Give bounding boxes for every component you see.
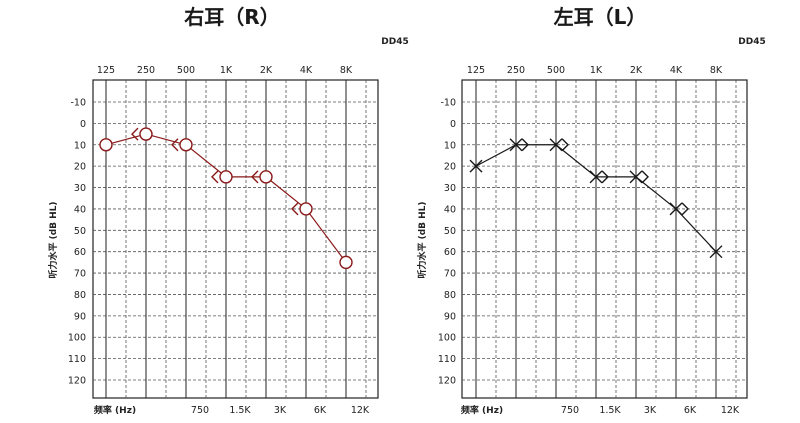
left-ear-x-top-tick-label: 8K bbox=[710, 65, 723, 76]
right-ear-y-tick-label: 10 bbox=[74, 140, 86, 151]
right-ear-x-bottom-tick-label: 1.5K bbox=[229, 405, 251, 416]
right-ear-y-tick-label: 70 bbox=[74, 269, 86, 280]
right-ear-y-tick-label: 100 bbox=[68, 333, 86, 344]
left-ear-air-conduction-point bbox=[469, 159, 483, 173]
left-ear-x-top-tick-label: 500 bbox=[547, 65, 565, 76]
left-ear-y-tick-label: 110 bbox=[438, 354, 456, 365]
left-ear-bone-conduction-point bbox=[601, 170, 609, 184]
right-ear-air-conduction-point bbox=[259, 170, 273, 184]
right-ear-x-top-tick-label: 2K bbox=[260, 65, 273, 76]
left-ear-x-bottom-tick-label: 3K bbox=[644, 405, 657, 416]
left-ear-x-bottom-tick-label: 1.5K bbox=[599, 405, 621, 416]
right-ear-x-top-tick-label: 500 bbox=[177, 65, 195, 76]
right-ear-plot-frame bbox=[92, 79, 379, 399]
left-ear-y-tick-label: 120 bbox=[438, 376, 456, 387]
right-ear-y-tick-label: 60 bbox=[74, 247, 86, 258]
right-ear-x-bottom-tick-label: 3K bbox=[274, 405, 287, 416]
right-ear-bone-conduction-point bbox=[171, 138, 179, 152]
left-ear-x-top-tick-label: 250 bbox=[507, 65, 525, 76]
right-ear-x-top-tick-label: 250 bbox=[137, 65, 155, 76]
left-ear-air-conduction-point bbox=[669, 202, 683, 216]
left-ear-y-tick-label: 40 bbox=[444, 204, 456, 215]
left-ear-air-conduction-point bbox=[709, 245, 723, 259]
left-ear-bone-conduction-point bbox=[521, 138, 529, 152]
left-ear-title: 左耳（L） bbox=[554, 5, 647, 29]
left-ear-air-conduction-point bbox=[589, 170, 603, 184]
right-ear-y-tick-label: 80 bbox=[74, 290, 86, 301]
right-ear-audiogram: 右耳（R） DD45 -10 0 10 20 30 40 50 60 70 80 90 100 110 1… bbox=[47, 5, 409, 416]
right-ear-y-tick-label: 90 bbox=[74, 311, 86, 322]
left-ear-x-bottom-tick-label: 750 bbox=[561, 405, 579, 416]
left-ear-y-tick-label: -10 bbox=[440, 98, 456, 109]
right-ear-model-label: DD45 bbox=[381, 37, 408, 47]
right-ear-y-tick-label: 110 bbox=[68, 354, 86, 365]
left-ear-x-bottom-tick-label: 12K bbox=[721, 405, 740, 416]
left-ear-y-tick-label: 20 bbox=[444, 162, 456, 173]
left-ear-y-tick-label: 70 bbox=[444, 269, 456, 280]
left-ear-x-top-tick-label: 4K bbox=[670, 65, 683, 76]
right-ear-y-tick-label: 50 bbox=[74, 226, 86, 237]
left-ear-y-tick-label: 50 bbox=[444, 226, 456, 237]
left-ear-y-tick-label: 80 bbox=[444, 290, 456, 301]
right-ear-bone-conduction-point bbox=[131, 127, 139, 141]
left-ear-y-tick-label: 30 bbox=[444, 183, 456, 194]
right-ear-x-bottom-tick-label: 750 bbox=[191, 405, 209, 416]
right-ear-air-conduction-point bbox=[219, 170, 233, 184]
right-ear-air-conduction-point bbox=[299, 202, 313, 216]
right-ear-title: 右耳（R） bbox=[184, 5, 279, 29]
left-ear-x-top-tick-label: 2K bbox=[630, 65, 643, 76]
left-ear-y-axis-label: 听力水平 (dB HL) bbox=[416, 201, 428, 278]
left-ear-x-bottom-tick-label: 6K bbox=[684, 405, 697, 416]
left-ear-y-tick-label: 60 bbox=[444, 247, 456, 258]
left-ear-y-tick-label: 10 bbox=[444, 140, 456, 151]
left-ear-y-tick-label: 90 bbox=[444, 311, 456, 322]
right-ear-bone-conduction-point bbox=[291, 202, 299, 216]
right-ear-y-tick-label: 30 bbox=[74, 183, 86, 194]
left-ear-y-tick-label: 0 bbox=[450, 119, 456, 130]
left-ear-bone-conduction-point bbox=[681, 202, 689, 216]
left-ear-plot-frame bbox=[461, 79, 748, 399]
right-ear-y-tick-label: 0 bbox=[80, 119, 86, 130]
left-ear-y-tick-label: 100 bbox=[438, 333, 456, 344]
right-ear-x-top-tick-label: 125 bbox=[97, 65, 115, 76]
right-ear-x-axis-label: 频率 (Hz) bbox=[94, 404, 136, 416]
right-ear-y-tick-label: 40 bbox=[74, 204, 86, 215]
right-ear-air-conduction-point bbox=[179, 138, 193, 152]
right-ear-y-tick-label: -10 bbox=[70, 98, 86, 109]
right-ear-x-top-tick-label: 4K bbox=[300, 65, 313, 76]
right-ear-x-top-tick-label: 8K bbox=[340, 65, 353, 76]
right-ear-bone-conduction-point bbox=[211, 170, 219, 184]
left-ear-x-top-tick-label: 1K bbox=[590, 65, 603, 76]
right-ear-y-tick-label: 120 bbox=[68, 376, 86, 387]
right-ear-air-conduction-point bbox=[139, 127, 153, 141]
right-ear-air-conduction-point bbox=[99, 138, 113, 152]
right-ear-x-top-tick-label: 1K bbox=[220, 65, 233, 76]
right-ear-y-tick-label: 20 bbox=[74, 162, 86, 173]
left-ear-bone-conduction-point bbox=[561, 138, 569, 152]
right-ear-x-bottom-tick-label: 12K bbox=[351, 405, 370, 416]
left-ear-bone-conduction-point bbox=[641, 170, 649, 184]
right-ear-air-conduction-point bbox=[339, 255, 353, 270]
left-ear-audiogram: 左耳（L） DD45 -10 0 10 20 30 40 50 60 70 80 90 100 110 1… bbox=[416, 5, 766, 416]
right-ear-bone-conduction-point bbox=[251, 170, 259, 184]
right-ear-x-bottom-tick-label: 6K bbox=[314, 405, 327, 416]
left-ear-x-axis-label: 频率 (Hz) bbox=[461, 404, 503, 416]
left-ear-air-conduction-point bbox=[549, 138, 563, 152]
left-ear-air-conduction-point bbox=[509, 138, 523, 152]
left-ear-x-top-tick-label: 125 bbox=[467, 65, 485, 76]
left-ear-air-conduction-point bbox=[629, 170, 643, 184]
right-ear-y-axis-label: 听力水平 (dB HL) bbox=[47, 201, 59, 278]
left-ear-model-label: DD45 bbox=[738, 37, 765, 47]
